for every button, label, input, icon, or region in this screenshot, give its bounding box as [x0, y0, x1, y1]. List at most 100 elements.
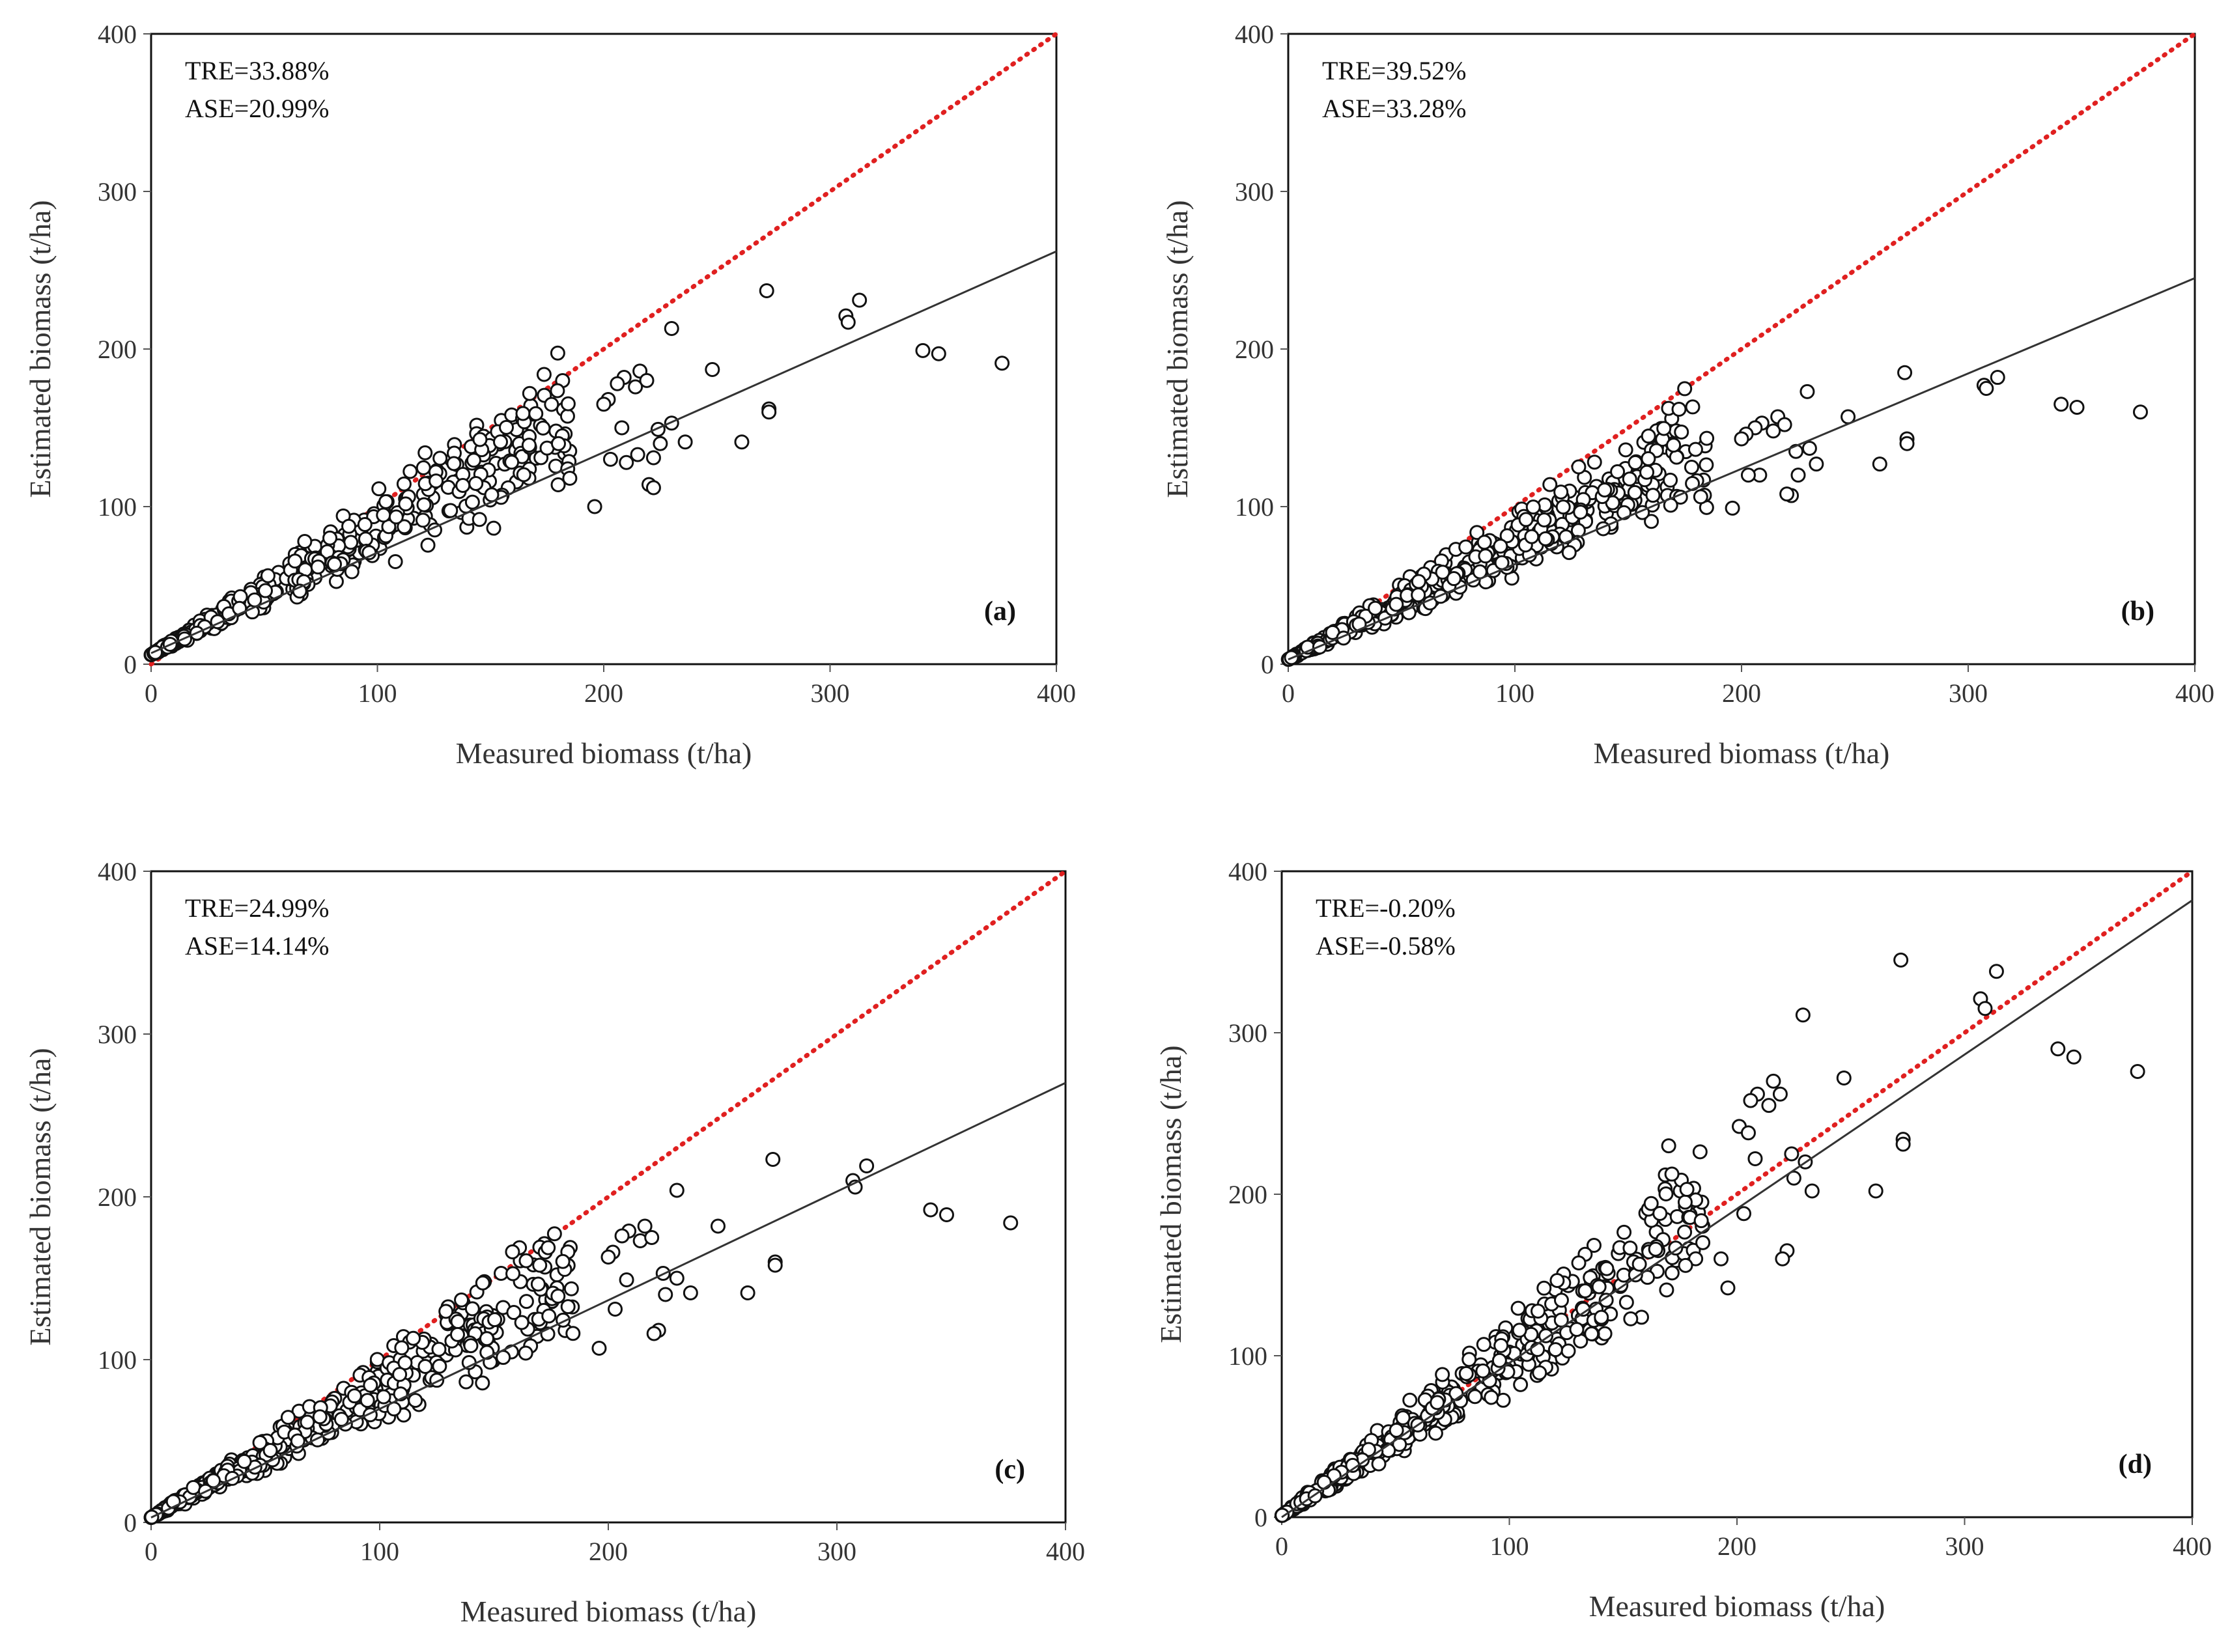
data-point: [396, 476, 412, 492]
data-point: [1368, 600, 1383, 616]
data-point: [1467, 1389, 1483, 1405]
data-point: [505, 1266, 521, 1281]
data-point: [765, 1152, 781, 1167]
x-axis-title: Measured biomass (t/ha): [460, 1595, 757, 1628]
data-point: [398, 496, 414, 512]
data-point: [505, 1244, 520, 1260]
data-point: [1560, 1343, 1576, 1359]
x-tick-label: 400: [1046, 1537, 1085, 1566]
data-point: [1538, 531, 1553, 546]
data-point: [637, 1218, 653, 1234]
data-point: [1641, 428, 1656, 444]
data-point: [608, 1302, 623, 1317]
data-point: [915, 343, 931, 358]
data-point: [614, 420, 630, 436]
data-point: [1836, 1070, 1852, 1085]
one-to-one-line: [148, 31, 1059, 667]
data-point: [522, 385, 537, 401]
y-tick-label: 100: [98, 492, 137, 522]
data-point: [1671, 401, 1687, 417]
data-point: [587, 499, 602, 514]
data-point: [450, 1326, 466, 1342]
data-point: [1988, 964, 2004, 979]
chart-panel-b: 0 100 200 300 400 0 100 200 300 400 Measured bioma…: [1161, 20, 2214, 770]
data-point: [1524, 529, 1540, 544]
data-point: [479, 1331, 494, 1347]
data-point: [555, 1253, 571, 1269]
data-point: [1536, 1280, 1552, 1296]
stat-annotation: ASE=33.28%: [1322, 94, 1466, 123]
data-point: [388, 554, 403, 570]
data-point: [644, 1230, 660, 1245]
chart-panel-a: 0 100 200 300 400 0 100 200 300 400 Measured bioma…: [23, 20, 1076, 770]
data-point: [459, 1374, 474, 1390]
data-point: [236, 1453, 252, 1469]
data-point: [312, 1409, 328, 1425]
data-point: [468, 476, 484, 492]
data-point: [363, 1377, 378, 1393]
y-tick-label: 300: [1235, 177, 1274, 206]
data-point: [388, 509, 404, 525]
data-point: [1518, 512, 1534, 527]
data-point: [1669, 449, 1684, 465]
y-tick-label: 200: [1228, 1180, 1267, 1209]
data-point: [322, 530, 338, 546]
data-point: [2066, 1049, 2082, 1065]
data-point: [1679, 1182, 1695, 1197]
data-point: [475, 1375, 490, 1391]
data-point: [333, 1412, 349, 1427]
data-point: [1597, 1326, 1613, 1341]
data-point: [297, 533, 313, 549]
y-axis-title: Estimated biomass (t/ha): [1154, 1045, 1187, 1343]
data-point: [610, 376, 625, 391]
data-point: [1804, 1183, 1820, 1199]
data-point: [499, 419, 515, 435]
data-point: [518, 1253, 534, 1268]
data-point: [1618, 1295, 1634, 1310]
data-point: [1801, 440, 1817, 456]
data-point: [464, 1301, 480, 1317]
x-tick-label: 0: [145, 1537, 158, 1566]
data-point: [408, 1393, 423, 1408]
y-tick-label: 300: [98, 177, 137, 206]
data-point: [1542, 477, 1558, 492]
data-point: [1677, 381, 1693, 397]
data-point: [443, 503, 459, 518]
data-point: [669, 1183, 685, 1198]
x-tick-label: 200: [1722, 679, 1761, 708]
data-point: [1677, 1194, 1693, 1210]
data-point: [1658, 1186, 1674, 1201]
data-point: [1740, 1125, 1756, 1141]
y-tick-label: 400: [98, 20, 137, 49]
data-point: [1674, 424, 1689, 440]
data-point: [1699, 457, 1714, 473]
data-point: [1316, 1474, 1332, 1490]
y-axis-title: Estimated biomass (t/ha): [23, 1048, 57, 1345]
data-point: [1411, 587, 1426, 603]
data-point: [506, 1305, 522, 1321]
data-point: [619, 1272, 634, 1287]
data-point: [1513, 1377, 1529, 1392]
data-point: [514, 1315, 529, 1330]
data-point: [1664, 1265, 1680, 1281]
data-point: [1555, 499, 1571, 515]
data-point: [148, 645, 163, 660]
data-point: [619, 455, 634, 470]
data-point: [1643, 1196, 1659, 1211]
data-point: [397, 519, 412, 535]
data-point: [645, 450, 661, 466]
data-point: [669, 1270, 685, 1286]
data-point: [463, 1338, 479, 1354]
data-point: [310, 559, 326, 575]
data-point: [939, 1207, 954, 1222]
data-point: [710, 1218, 726, 1234]
y-tick-label: 100: [1228, 1341, 1267, 1371]
data-point: [487, 1312, 503, 1328]
data-point: [1747, 1151, 1763, 1166]
data-point: [645, 480, 661, 496]
y-tick-label: 0: [124, 1508, 137, 1537]
x-tick-label: 200: [589, 1537, 628, 1566]
data-point: [1553, 1293, 1569, 1308]
data-point: [1868, 1183, 1884, 1199]
data-point: [1573, 504, 1588, 520]
